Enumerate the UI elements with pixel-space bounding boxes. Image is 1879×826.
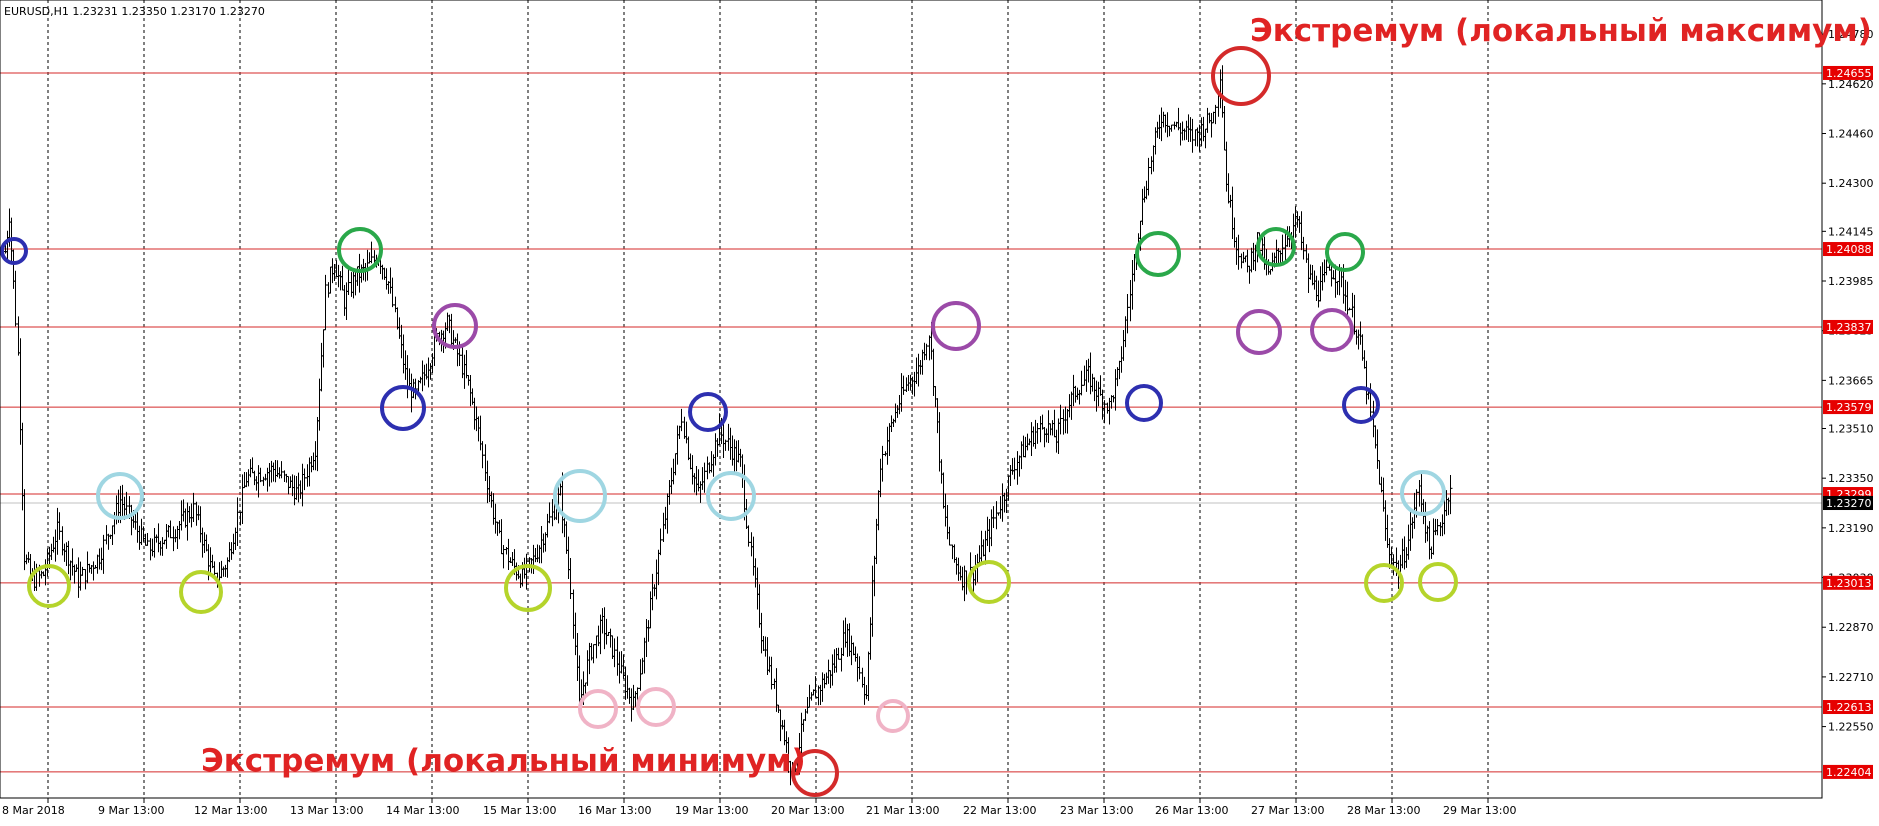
x-tick-label: 23 Mar 13:00: [1060, 804, 1133, 817]
price-level-tag-label: 1.23579: [1826, 401, 1872, 414]
price-bars: [3, 65, 1453, 786]
x-tick-label: 8 Mar 2018: [2, 804, 65, 817]
y-axis: 1.24780 1.24620 1.24460 1.24300 1.24145 1.239…: [1822, 28, 1874, 734]
x-tick-label: 28 Mar 13:00: [1347, 804, 1420, 817]
extremum-circle-lime: [967, 560, 1011, 604]
x-tick-label: 29 Mar 13:00: [1443, 804, 1516, 817]
extremum-circle-red: [791, 749, 839, 797]
x-tick-label: 27 Mar 13:00: [1251, 804, 1324, 817]
y-tick-label: 1.23350: [1828, 472, 1874, 485]
price-level-tag-label: 1.22613: [1826, 701, 1872, 714]
y-tick-label: 1.24620: [1828, 78, 1874, 91]
price-level-tag: [1823, 700, 1873, 715]
extremum-circle-purple: [931, 301, 981, 351]
plot-frame: [0, 0, 1823, 799]
x-tick-label: 15 Mar 13:00: [483, 804, 556, 817]
grid-layer: [47, 0, 1489, 798]
x-tick-label: 22 Mar 13:00: [963, 804, 1036, 817]
extremum-circle-blue: [1342, 386, 1380, 424]
x-tick-label: 9 Mar 13:00: [98, 804, 164, 817]
y-tick-label: 1.24460: [1828, 128, 1874, 141]
x-tick-label: 13 Mar 13:00: [290, 804, 363, 817]
y-tick-label: 1.24300: [1828, 177, 1874, 190]
price-level-tag-label: 1.22404: [1826, 766, 1872, 779]
x-tick-label: 21 Mar 13:00: [866, 804, 939, 817]
price-level-tag: [1823, 319, 1873, 334]
current-price-label: 1.23270: [1826, 497, 1872, 510]
y-tick-label: 1.23190: [1828, 522, 1874, 535]
annotation-local-max: Экстремум (локальный максимум): [1250, 13, 1872, 49]
extremum-circle-lime: [179, 570, 223, 614]
extremum-circle-pink: [636, 687, 676, 727]
annotation-local-min: Экстремум (локальный минимум): [201, 743, 806, 779]
x-tick-label: 12 Mar 13:00: [194, 804, 267, 817]
price-level-tags: 1.246551.240881.238371.235791.232991.230…: [1823, 65, 1873, 779]
extremum-circle-red: [1211, 46, 1271, 106]
x-tick-label: 19 Mar 13:00: [675, 804, 748, 817]
extremum-circle-blue: [380, 385, 426, 431]
extremum-circle-lime: [1364, 563, 1404, 603]
extremum-circle-lightblue: [706, 471, 756, 521]
extremum-circle-lime: [27, 564, 71, 608]
extremum-circle-purple: [1310, 308, 1354, 352]
y-tick-label: 1.22550: [1828, 721, 1874, 734]
current-price-tag: [1823, 496, 1873, 511]
price-level-tag-label: 1.24088: [1826, 243, 1872, 256]
symbol-header: EURUSD,H1 1.23231 1.23350 1.23170 1.2327…: [4, 5, 265, 18]
y-tick-label: 1.22870: [1828, 621, 1874, 634]
extremum-circle-lightblue: [1400, 470, 1446, 516]
extremum-circle-blue: [688, 392, 728, 432]
y-tick-label: 1.24145: [1828, 225, 1874, 238]
extremum-circle-green: [337, 227, 383, 273]
extremum-circles: [0, 46, 1458, 797]
level-layer: [0, 72, 1822, 773]
x-tick-label: 14 Mar 13:00: [386, 804, 459, 817]
extremum-circle-blue: [1125, 384, 1163, 422]
price-level-tag: [1823, 65, 1873, 80]
y-tick-label: 1.22710: [1828, 671, 1874, 684]
extremum-circle-green: [1325, 232, 1365, 272]
y-tick-label: 1.23665: [1828, 374, 1874, 387]
extremum-circle-blue: [0, 237, 28, 265]
extremum-circle-lightblue: [553, 469, 607, 523]
extremum-circle-purple: [432, 303, 478, 349]
price-level-tag: [1823, 242, 1873, 257]
y-tick-label: 1.23985: [1828, 275, 1874, 288]
x-axis: 8 Mar 2018 9 Mar 13:00 12 Mar 13:00 13 Mar …: [2, 798, 1516, 817]
price-level-tag: [1823, 575, 1873, 590]
x-tick-label: 26 Mar 13:00: [1155, 804, 1228, 817]
price-level-tag-label: 1.24655: [1826, 67, 1872, 80]
extremum-circle-lime: [504, 564, 552, 612]
extremum-circle-pink: [876, 699, 910, 733]
extremum-circle-purple: [1236, 309, 1282, 355]
y-tick-label: 1.24780: [1828, 28, 1874, 41]
extremum-circle-green: [1256, 227, 1296, 267]
price-level-tag: [1823, 400, 1873, 415]
price-level-tag: [1823, 764, 1873, 779]
extremum-circle-lightblue: [96, 472, 144, 520]
extremum-circle-lime: [1418, 562, 1458, 602]
x-tick-label: 16 Mar 13:00: [578, 804, 651, 817]
price-level-tag-label: 1.23013: [1826, 577, 1872, 590]
x-tick-label: 20 Mar 13:00: [771, 804, 844, 817]
extremum-circle-pink: [578, 689, 618, 729]
price-level-tag-label: 1.23837: [1826, 321, 1872, 334]
extremum-circle-green: [1135, 231, 1181, 277]
y-tick-label: 1.23510: [1828, 422, 1874, 435]
